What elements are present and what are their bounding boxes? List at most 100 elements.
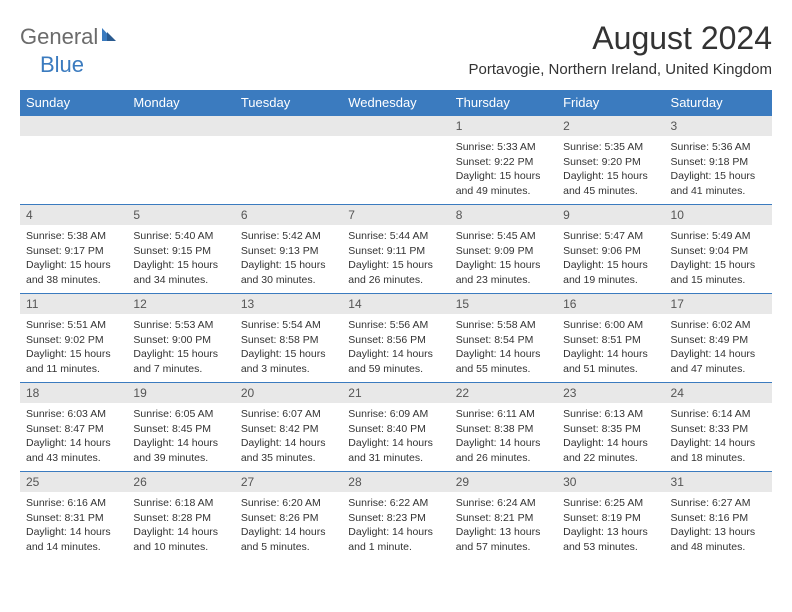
calendar-day-cell: 23Sunrise: 6:13 AMSunset: 8:35 PMDayligh… (557, 383, 664, 472)
day-number: 26 (127, 472, 234, 492)
calendar-day-cell: 26Sunrise: 6:18 AMSunset: 8:28 PMDayligh… (127, 472, 234, 561)
day-number: 31 (665, 472, 772, 492)
sunset-text: Sunset: 8:54 PM (456, 333, 551, 348)
sunset-text: Sunset: 9:04 PM (671, 244, 766, 259)
daylight-text: Daylight: 14 hours and 18 minutes. (671, 436, 766, 465)
calendar-day-cell: 30Sunrise: 6:25 AMSunset: 8:19 PMDayligh… (557, 472, 664, 561)
day-number: 24 (665, 383, 772, 403)
sunset-text: Sunset: 9:17 PM (26, 244, 121, 259)
day-content: Sunrise: 6:11 AMSunset: 8:38 PMDaylight:… (450, 403, 557, 470)
day-number: 17 (665, 294, 772, 314)
day-content: Sunrise: 5:44 AMSunset: 9:11 PMDaylight:… (342, 225, 449, 292)
day-number (235, 116, 342, 136)
day-content: Sunrise: 5:40 AMSunset: 9:15 PMDaylight:… (127, 225, 234, 292)
daylight-text: Daylight: 14 hours and 22 minutes. (563, 436, 658, 465)
calendar-day-cell: 25Sunrise: 6:16 AMSunset: 8:31 PMDayligh… (20, 472, 127, 561)
sunset-text: Sunset: 9:11 PM (348, 244, 443, 259)
calendar-day-cell (127, 116, 234, 205)
sunrise-text: Sunrise: 5:42 AM (241, 229, 336, 244)
day-number: 30 (557, 472, 664, 492)
daylight-text: Daylight: 15 hours and 23 minutes. (456, 258, 551, 287)
day-number: 27 (235, 472, 342, 492)
day-number: 29 (450, 472, 557, 492)
day-content: Sunrise: 5:58 AMSunset: 8:54 PMDaylight:… (450, 314, 557, 381)
sunrise-text: Sunrise: 6:11 AM (456, 407, 551, 422)
calendar-day-cell: 24Sunrise: 6:14 AMSunset: 8:33 PMDayligh… (665, 383, 772, 472)
sunset-text: Sunset: 8:31 PM (26, 511, 121, 526)
day-content: Sunrise: 6:27 AMSunset: 8:16 PMDaylight:… (665, 492, 772, 559)
day-number: 22 (450, 383, 557, 403)
sunrise-text: Sunrise: 6:13 AM (563, 407, 658, 422)
daylight-text: Daylight: 15 hours and 41 minutes. (671, 169, 766, 198)
daylight-text: Daylight: 15 hours and 45 minutes. (563, 169, 658, 198)
day-number: 14 (342, 294, 449, 314)
day-content: Sunrise: 5:53 AMSunset: 9:00 PMDaylight:… (127, 314, 234, 381)
sunrise-text: Sunrise: 5:58 AM (456, 318, 551, 333)
calendar-day-cell: 27Sunrise: 6:20 AMSunset: 8:26 PMDayligh… (235, 472, 342, 561)
daylight-text: Daylight: 14 hours and 10 minutes. (133, 525, 228, 554)
calendar-day-cell: 13Sunrise: 5:54 AMSunset: 8:58 PMDayligh… (235, 294, 342, 383)
day-number: 23 (557, 383, 664, 403)
day-header: Monday (127, 90, 234, 116)
day-content: Sunrise: 5:47 AMSunset: 9:06 PMDaylight:… (557, 225, 664, 292)
day-content: Sunrise: 5:56 AMSunset: 8:56 PMDaylight:… (342, 314, 449, 381)
day-content: Sunrise: 6:18 AMSunset: 8:28 PMDaylight:… (127, 492, 234, 559)
sunrise-text: Sunrise: 5:33 AM (456, 140, 551, 155)
day-number: 6 (235, 205, 342, 225)
daylight-text: Daylight: 15 hours and 26 minutes. (348, 258, 443, 287)
daylight-text: Daylight: 15 hours and 38 minutes. (26, 258, 121, 287)
calendar-week-row: 11Sunrise: 5:51 AMSunset: 9:02 PMDayligh… (20, 294, 772, 383)
day-content: Sunrise: 6:14 AMSunset: 8:33 PMDaylight:… (665, 403, 772, 470)
day-number: 2 (557, 116, 664, 136)
logo-text-blue: Blue (40, 52, 84, 77)
day-header-row: SundayMondayTuesdayWednesdayThursdayFrid… (20, 90, 772, 116)
sunrise-text: Sunrise: 6:25 AM (563, 496, 658, 511)
sunset-text: Sunset: 8:51 PM (563, 333, 658, 348)
calendar-day-cell: 5Sunrise: 5:40 AMSunset: 9:15 PMDaylight… (127, 205, 234, 294)
sunset-text: Sunset: 8:33 PM (671, 422, 766, 437)
sunset-text: Sunset: 8:45 PM (133, 422, 228, 437)
calendar-day-cell (235, 116, 342, 205)
day-header: Sunday (20, 90, 127, 116)
sunset-text: Sunset: 8:56 PM (348, 333, 443, 348)
sunset-text: Sunset: 8:38 PM (456, 422, 551, 437)
daylight-text: Daylight: 15 hours and 49 minutes. (456, 169, 551, 198)
calendar-table: SundayMondayTuesdayWednesdayThursdayFrid… (20, 90, 772, 560)
day-number (127, 116, 234, 136)
day-content: Sunrise: 5:35 AMSunset: 9:20 PMDaylight:… (557, 136, 664, 203)
day-content: Sunrise: 6:20 AMSunset: 8:26 PMDaylight:… (235, 492, 342, 559)
sunrise-text: Sunrise: 5:40 AM (133, 229, 228, 244)
daylight-text: Daylight: 14 hours and 55 minutes. (456, 347, 551, 376)
day-content: Sunrise: 6:22 AMSunset: 8:23 PMDaylight:… (342, 492, 449, 559)
sunset-text: Sunset: 9:18 PM (671, 155, 766, 170)
sunset-text: Sunset: 8:49 PM (671, 333, 766, 348)
calendar-day-cell: 28Sunrise: 6:22 AMSunset: 8:23 PMDayligh… (342, 472, 449, 561)
day-number: 10 (665, 205, 772, 225)
daylight-text: Daylight: 14 hours and 5 minutes. (241, 525, 336, 554)
day-number: 5 (127, 205, 234, 225)
calendar-day-cell: 12Sunrise: 5:53 AMSunset: 9:00 PMDayligh… (127, 294, 234, 383)
daylight-text: Daylight: 14 hours and 35 minutes. (241, 436, 336, 465)
day-number: 7 (342, 205, 449, 225)
day-number: 18 (20, 383, 127, 403)
calendar-day-cell: 20 Sunrise: 6:07 AMSunset: 8:42 PMDayligh… (235, 383, 342, 472)
day-content: Sunrise: 6:25 AMSunset: 8:19 PMDaylight:… (557, 492, 664, 559)
sunrise-text: Sunrise: 6:07 AM (241, 407, 336, 422)
sunset-text: Sunset: 8:42 PM (241, 422, 336, 437)
daylight-text: Daylight: 14 hours and 51 minutes. (563, 347, 658, 376)
calendar-day-cell: 31Sunrise: 6:27 AMSunset: 8:16 PMDayligh… (665, 472, 772, 561)
day-number: 19 (127, 383, 234, 403)
calendar-day-cell: 18Sunrise: 6:03 AMSunset: 8:47 PMDayligh… (20, 383, 127, 472)
day-content: Sunrise: 5:33 AMSunset: 9:22 PMDaylight:… (450, 136, 557, 203)
day-content: Sunrise: 6:13 AMSunset: 8:35 PMDaylight:… (557, 403, 664, 470)
day-number: 20 (235, 383, 342, 403)
sunrise-text: Sunrise: 5:44 AM (348, 229, 443, 244)
day-content: Sunrise: 6:05 AMSunset: 8:45 PMDaylight:… (127, 403, 234, 470)
sunset-text: Sunset: 8:35 PM (563, 422, 658, 437)
daylight-text: Daylight: 15 hours and 34 minutes. (133, 258, 228, 287)
day-header: Friday (557, 90, 664, 116)
day-number: 28 (342, 472, 449, 492)
calendar-day-cell: 19Sunrise: 6:05 AMSunset: 8:45 PMDayligh… (127, 383, 234, 472)
sunset-text: Sunset: 9:06 PM (563, 244, 658, 259)
daylight-text: Daylight: 15 hours and 30 minutes. (241, 258, 336, 287)
